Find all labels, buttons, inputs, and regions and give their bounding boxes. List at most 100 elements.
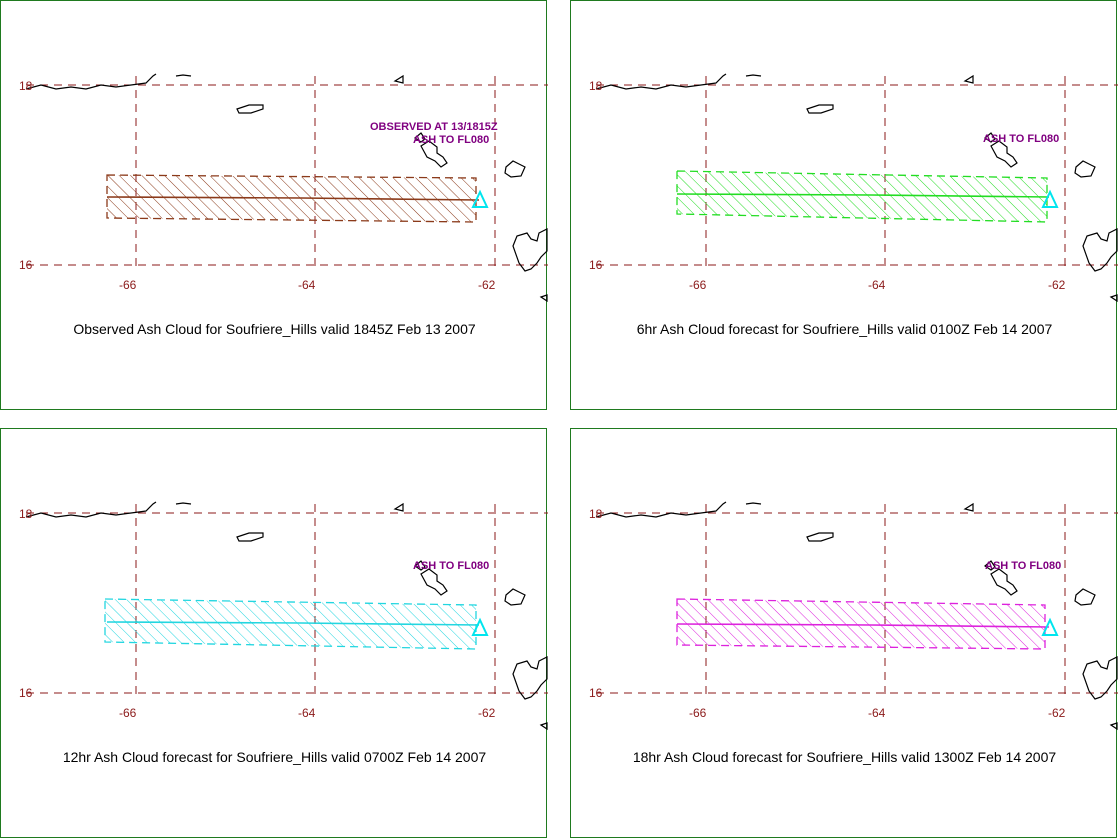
volcano-triangle-icon: [471, 617, 489, 636]
lon-label-62: -62: [478, 278, 496, 292]
ash-cloud-polygon: [106, 174, 480, 223]
coastline-8: [1109, 294, 1118, 303]
coastline-1: [745, 502, 762, 505]
coastline-7: [512, 228, 548, 272]
coastline-4: [413, 560, 426, 571]
coastline-3: [393, 502, 404, 512]
coastline-5: [420, 568, 448, 596]
coastline-1: [175, 502, 192, 505]
panel-caption: 18hr Ash Cloud forecast for Soufriere_Hi…: [632, 749, 1057, 765]
coastline-8: [1109, 722, 1118, 731]
volcano-triangle-icon: [1041, 617, 1059, 636]
coastline-7: [1082, 656, 1118, 700]
volcano-marker: [1041, 617, 1059, 636]
coastline-8: [539, 294, 548, 303]
coastline-2: [806, 104, 834, 114]
volcano-triangle-icon: [471, 189, 489, 208]
lat-label-18: 18: [19, 507, 33, 521]
ash-top-note: ASH TO FL080: [985, 560, 1061, 572]
coastline-7: [1082, 228, 1118, 272]
coastline-0: [25, 501, 157, 518]
lon-label-62: -62: [478, 706, 496, 720]
lon-label-64: -64: [868, 706, 886, 720]
volcano-marker: [471, 617, 489, 636]
lon-label-62: -62: [1048, 278, 1066, 292]
coastlines: [25, 501, 548, 731]
coastline-6: [1074, 588, 1096, 606]
map-svg: 18 16 -66 -64 -62 ASH TO FL080: [589, 501, 1118, 731]
coastline-5: [420, 140, 448, 168]
lon-label-66: -66: [119, 706, 137, 720]
coastline-1: [745, 74, 762, 77]
lon-label-66: -66: [689, 706, 707, 720]
coastlines: [25, 73, 548, 303]
map-panel-observed: 18 16 -66 -64 -62 OBSERVED AT 13/1815Z A…: [0, 0, 548, 410]
panel-caption: 6hr Ash Cloud forecast for Soufriere_Hil…: [636, 321, 1053, 337]
coastline-2: [806, 532, 834, 542]
coastline-6: [504, 160, 526, 178]
coastline-5: [990, 568, 1018, 596]
coastline-4: [413, 132, 426, 143]
ash-cloud-polygon: [676, 170, 1050, 223]
grid-lines: [26, 76, 548, 271]
coastlines: [595, 501, 1118, 731]
ash-centerline: [676, 193, 1050, 198]
panel-caption: 12hr Ash Cloud forecast for Soufriere_Hi…: [62, 749, 487, 765]
coastline-5: [990, 140, 1018, 168]
lat-label-18: 18: [589, 507, 603, 521]
map-panel-18hr: 18 16 -66 -64 -62 ASH TO FL080 18hr Ash …: [570, 428, 1118, 838]
ash-cloud-area: [676, 598, 1046, 650]
ash-centerline: [676, 623, 1050, 628]
volcano-triangle-icon: [1041, 189, 1059, 208]
ash-cloud-polygon: [104, 598, 480, 650]
grid-lines: [596, 504, 1118, 699]
lat-label-16: 16: [19, 686, 33, 700]
ash-top-note: ASH TO FL080: [413, 560, 489, 572]
map-svg: 18 16 -66 -64 -62 OBSERVED AT 13/1815Z A…: [19, 73, 548, 303]
ash-centerline: [106, 621, 480, 626]
map-panel-6hr: 18 16 -66 -64 -62 ASH TO FL080 6hr Ash C…: [570, 0, 1118, 410]
coastline-2: [236, 532, 264, 542]
coastlines: [595, 73, 1118, 303]
coastline-2: [236, 104, 264, 114]
map-panel-12hr: 18 16 -66 -64 -62 ASH TO FL080 12hr Ash …: [0, 428, 548, 838]
lat-label-18: 18: [19, 79, 33, 93]
lon-label-64: -64: [298, 278, 316, 292]
ash-centerline: [106, 196, 480, 201]
coastline-4: [983, 132, 996, 143]
coastline-4: [983, 560, 996, 571]
coastline-3: [963, 502, 974, 512]
grid-lines: [26, 504, 548, 699]
coastline-0: [595, 73, 727, 90]
lon-label-62: -62: [1048, 706, 1066, 720]
coastline-6: [504, 588, 526, 606]
coastline-6: [1074, 160, 1096, 178]
lat-label-16: 16: [19, 258, 33, 272]
volcano-marker: [1041, 189, 1059, 208]
coastline-8: [539, 722, 548, 731]
volcano-marker: [471, 189, 489, 208]
lon-label-66: -66: [689, 278, 707, 292]
coastline-3: [393, 74, 404, 84]
ash-cloud-area: [676, 170, 1048, 223]
panel-caption: Observed Ash Cloud for Soufriere_Hills v…: [73, 321, 476, 337]
lat-label-16: 16: [589, 686, 603, 700]
map-svg: 18 16 -66 -64 -62 ASH TO FL080: [19, 501, 548, 731]
lat-label-16: 16: [589, 258, 603, 272]
ash-cloud-polygon: [676, 598, 1050, 650]
coastline-3: [963, 74, 974, 84]
grid-lines: [596, 76, 1118, 271]
lon-label-64: -64: [298, 706, 316, 720]
lon-label-66: -66: [119, 278, 137, 292]
ash-cloud-area: [104, 598, 477, 650]
ash-top-note: ASH TO FL080: [413, 134, 489, 146]
observed-time-note: OBSERVED AT 13/1815Z: [370, 121, 498, 133]
ash-top-note: ASH TO FL080: [983, 133, 1059, 145]
lon-label-64: -64: [868, 278, 886, 292]
lat-label-18: 18: [589, 79, 603, 93]
coastline-7: [512, 656, 548, 700]
coastline-0: [25, 73, 157, 90]
coastline-1: [175, 74, 192, 77]
map-svg: 18 16 -66 -64 -62 ASH TO FL080: [589, 73, 1118, 303]
coastline-0: [595, 501, 727, 518]
